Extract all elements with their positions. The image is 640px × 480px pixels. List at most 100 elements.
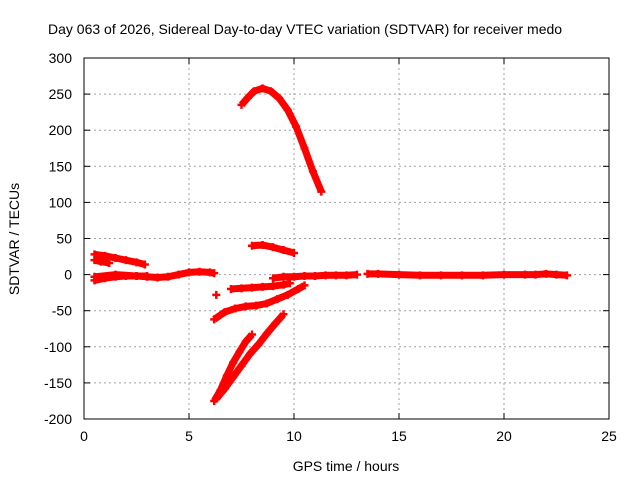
data-point xyxy=(374,269,382,278)
series-sat-arc-11 xyxy=(212,310,288,403)
data-point xyxy=(229,373,238,382)
data-point xyxy=(229,358,238,367)
y-tick-label: -50 xyxy=(52,303,72,319)
data-point xyxy=(111,270,120,279)
data-point xyxy=(300,144,309,153)
data-point xyxy=(143,272,151,281)
series-line xyxy=(238,84,325,193)
data-point xyxy=(273,295,282,304)
x-tick-label: 10 xyxy=(286,428,302,444)
data-point xyxy=(132,272,141,281)
x-tick-label: 15 xyxy=(391,428,407,444)
series-line xyxy=(212,282,307,323)
data-point xyxy=(237,284,246,293)
data-point xyxy=(283,105,292,114)
data-point xyxy=(552,270,561,279)
data-point xyxy=(220,308,229,317)
data-point xyxy=(243,93,252,102)
x-axis-label: GPS time / hours xyxy=(293,458,400,474)
data-point xyxy=(290,272,298,281)
x-tick-label: 20 xyxy=(496,428,512,444)
data-point xyxy=(140,260,149,269)
data-point xyxy=(283,290,292,299)
chart-title: Day 063 of 2026, Sidereal Day-to-day VTE… xyxy=(48,21,562,37)
x-tick-label: 5 xyxy=(185,428,193,444)
data-point xyxy=(363,269,372,278)
data-series xyxy=(90,84,571,405)
x-tick-label: 0 xyxy=(80,428,88,444)
data-point xyxy=(153,273,162,282)
data-point xyxy=(212,394,221,403)
y-tick-label: 300 xyxy=(49,50,73,66)
data-point xyxy=(332,271,340,280)
data-point xyxy=(308,167,317,176)
series-sat-arc-3 xyxy=(90,256,114,268)
series-sat-arc-13 xyxy=(363,269,571,280)
y-tick-label: -100 xyxy=(44,339,72,355)
data-point xyxy=(237,361,246,370)
data-point xyxy=(269,274,277,283)
data-point xyxy=(531,270,540,279)
y-tick-label: -200 xyxy=(44,411,72,427)
data-point xyxy=(321,271,330,280)
data-point xyxy=(122,256,130,265)
data-point xyxy=(353,270,361,279)
data-point xyxy=(458,271,466,280)
data-point xyxy=(500,270,508,279)
data-point xyxy=(231,304,240,313)
x-tick-label: 25 xyxy=(601,428,617,444)
data-point xyxy=(101,251,109,260)
data-point xyxy=(220,384,229,393)
y-tick-label: 0 xyxy=(64,267,72,283)
data-point xyxy=(292,122,301,131)
y-tick-label: 150 xyxy=(49,158,73,174)
y-tick-label: -150 xyxy=(44,375,72,391)
data-point xyxy=(416,271,424,280)
y-axis-label: SDTVAR / TECUs xyxy=(6,183,22,295)
series-sat-arc-6 xyxy=(212,290,221,299)
data-point xyxy=(300,281,309,290)
series-sat-arc-5 xyxy=(90,270,151,281)
data-point xyxy=(300,272,309,281)
series-line xyxy=(94,271,147,281)
data-point xyxy=(90,272,99,281)
data-point xyxy=(317,187,326,196)
data-point xyxy=(342,271,351,280)
data-point xyxy=(241,337,250,346)
data-point xyxy=(269,282,277,291)
y-tick-label: 100 xyxy=(49,194,73,210)
data-point xyxy=(241,302,250,311)
data-point xyxy=(262,299,271,308)
data-point xyxy=(185,268,193,277)
data-point xyxy=(111,253,120,262)
data-point xyxy=(542,269,550,278)
data-point xyxy=(210,269,219,278)
data-point xyxy=(258,84,267,93)
data-point xyxy=(395,270,403,279)
data-point xyxy=(164,272,172,281)
data-point xyxy=(563,271,571,280)
y-tick-label: 200 xyxy=(49,122,73,138)
data-point xyxy=(285,279,294,288)
data-point xyxy=(248,330,256,339)
data-point xyxy=(248,283,256,292)
data-point xyxy=(437,271,445,280)
y-tick-label: 250 xyxy=(49,86,73,102)
data-point xyxy=(90,256,99,265)
data-point xyxy=(105,259,114,268)
data-point xyxy=(266,87,275,96)
data-point xyxy=(245,350,254,359)
data-point xyxy=(294,285,303,294)
data-point xyxy=(195,267,204,276)
data-point xyxy=(235,347,244,356)
data-point xyxy=(174,270,183,279)
data-point xyxy=(210,315,219,324)
data-point xyxy=(237,100,246,109)
data-point xyxy=(227,285,235,294)
series-sat-arc-12 xyxy=(269,270,361,283)
axis-ticks: 0 5 10 15 20 25 -200 -150 -100 -50 0 50 100 150 200 250… xyxy=(44,50,617,444)
data-point xyxy=(262,329,271,338)
data-point xyxy=(258,240,267,249)
data-point xyxy=(311,272,319,281)
y-tick-label: 50 xyxy=(56,231,72,247)
